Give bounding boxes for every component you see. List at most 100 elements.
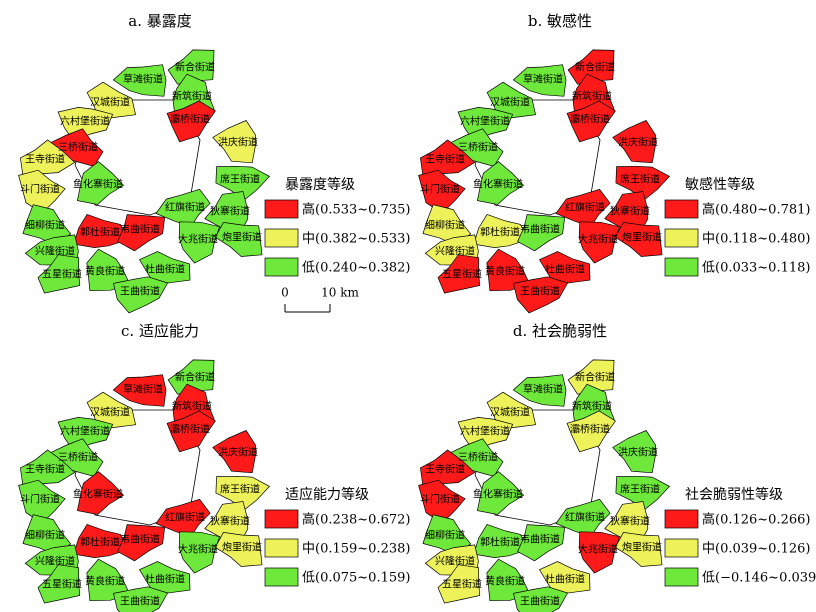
district-label: 韦曲街道 (120, 223, 160, 236)
district-label: 新筑街道 (172, 90, 212, 103)
district (517, 524, 566, 562)
district (517, 214, 566, 252)
district (215, 165, 271, 201)
district-label: 三桥街道 (458, 141, 498, 154)
district-label: 郭杜街道 (80, 226, 120, 239)
legend-swatch (264, 567, 299, 587)
district-label: 草滩街道 (123, 73, 163, 86)
district-label: 黄良街道 (485, 575, 525, 588)
district-label: 细柳街道 (25, 219, 65, 232)
legend-swatch (664, 199, 699, 219)
district-label: 黄良街道 (485, 265, 525, 278)
district (214, 222, 263, 257)
district-label: 斗门街道 (20, 493, 60, 506)
legend-swatch (264, 199, 299, 219)
district (513, 276, 569, 314)
district-label: 红旗街道 (165, 201, 205, 214)
district-label: 洪庆街道 (618, 136, 658, 149)
district-label: 席王街道 (220, 173, 260, 186)
legend-label: 低(0.075~0.159) (302, 571, 410, 586)
district-label: 狄寨街道 (610, 515, 650, 528)
district-label: 王寺街道 (425, 463, 465, 476)
legend-swatch (664, 257, 699, 277)
district (612, 430, 657, 474)
district-label: 炮里街道 (622, 231, 662, 244)
scale-start: 0 (281, 286, 289, 300)
district-label: 红旗街道 (165, 511, 205, 524)
district-label: 灞桥街道 (170, 113, 210, 126)
district-label: 洪庆街道 (218, 446, 258, 459)
district-label: 灞桥街道 (570, 113, 610, 126)
district (476, 161, 525, 205)
panel-title: a. 暴露度 (128, 12, 191, 30)
district (473, 213, 529, 248)
district-label: 鱼化寨街道 (73, 178, 123, 191)
district-label: 洪庆街道 (618, 446, 658, 459)
district-label: 王寺街道 (25, 463, 65, 476)
district (614, 222, 663, 257)
district (117, 214, 166, 252)
district-label: 汉城街道 (90, 96, 130, 109)
district (178, 531, 221, 574)
district-label: 大兆街道 (178, 543, 218, 556)
district (166, 410, 216, 453)
district-label: 鱼化寨街道 (473, 488, 523, 501)
district-label: 草滩街道 (523, 73, 563, 86)
district-label: 六村堡街道 (60, 425, 110, 438)
district-label: 郭杜街道 (480, 536, 520, 549)
panel-title: c. 适应能力 (121, 322, 199, 340)
district-label: 大兆街道 (578, 233, 618, 246)
district (37, 254, 81, 294)
district (422, 514, 472, 556)
legend-swatch (264, 538, 299, 558)
district-label: 席王街道 (220, 483, 260, 496)
legend-label: 高(0.533~0.735) (302, 202, 410, 218)
legend-label: 高(0.126~0.266) (702, 512, 810, 528)
district-label: 杜曲街道 (145, 263, 185, 276)
district-label: 大兆街道 (178, 233, 218, 246)
district-label: 王曲街道 (120, 595, 160, 608)
district (473, 523, 529, 558)
district-label: 红旗街道 (565, 201, 605, 214)
district-label: 新合街道 (175, 61, 215, 74)
district-label: 草滩街道 (523, 383, 563, 396)
district-label: 汉城街道 (490, 96, 530, 109)
legend-label: 低(−0.146~0.039) (702, 571, 816, 586)
district-label: 韦曲街道 (520, 533, 560, 546)
district (212, 430, 257, 474)
district (76, 471, 125, 515)
legend-swatch (664, 228, 699, 248)
district-label: 黄良街道 (85, 575, 125, 588)
legend-label: 中(0.118~0.480) (702, 232, 810, 247)
district-label: 韦曲街道 (120, 533, 160, 546)
district (112, 374, 167, 407)
district-label: 六村堡街道 (460, 115, 510, 128)
district (566, 410, 616, 453)
district (486, 81, 537, 120)
panel-title: b. 敏感性 (528, 12, 592, 30)
legend-title: 暴露度等级 (285, 176, 355, 193)
district (214, 532, 263, 567)
district (166, 100, 216, 143)
district-label: 杜曲街道 (545, 263, 585, 276)
district (476, 471, 525, 515)
district (76, 161, 125, 205)
legend-label: 高(0.480~0.781) (702, 202, 810, 218)
district-label: 汉城街道 (90, 406, 130, 419)
district-label: 细柳街道 (425, 529, 465, 542)
legend-label: 高(0.238~0.672) (302, 512, 410, 528)
district-label: 新筑街道 (572, 90, 612, 103)
district (22, 514, 72, 556)
legend-title: 敏感性等级 (685, 176, 755, 193)
district (615, 165, 671, 201)
district-label: 斗门街道 (20, 183, 60, 196)
legend-label: 中(0.159~0.238) (302, 542, 410, 557)
district-label: 狄寨街道 (210, 515, 250, 528)
legend-swatch (264, 228, 299, 248)
district-label: 兴隆街道 (435, 245, 475, 258)
district (112, 64, 167, 97)
district (578, 221, 621, 264)
district-label: 狄寨街道 (610, 205, 650, 218)
district-label: 炮里街道 (222, 231, 262, 244)
